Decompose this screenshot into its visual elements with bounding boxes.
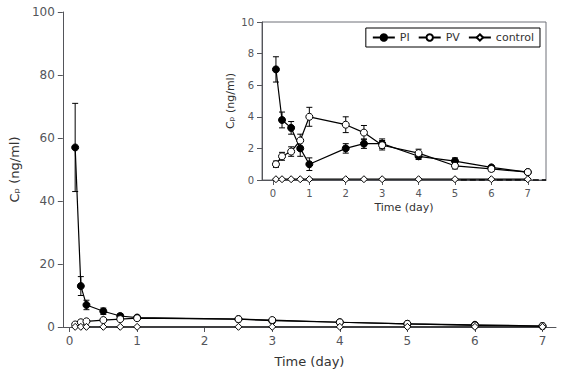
svg-text:0: 0	[270, 188, 276, 199]
svg-text:6: 6	[248, 80, 254, 91]
svg-text:100: 100	[32, 5, 55, 19]
svg-text:8: 8	[248, 48, 254, 59]
svg-text:5: 5	[452, 188, 458, 199]
svg-text:7: 7	[539, 334, 547, 348]
svg-text:control: control	[496, 31, 534, 44]
svg-text:20: 20	[40, 257, 55, 271]
svg-text:7: 7	[525, 188, 531, 199]
svg-text:10: 10	[241, 17, 254, 28]
svg-text:1: 1	[133, 334, 141, 348]
svg-text:5: 5	[404, 334, 412, 348]
svg-text:4: 4	[415, 188, 421, 199]
svg-text:2: 2	[201, 334, 209, 348]
svg-text:Cₚ (ng/ml): Cₚ (ng/ml)	[224, 73, 237, 129]
svg-text:Cₚ (ng/ml): Cₚ (ng/ml)	[7, 136, 22, 202]
svg-text:60: 60	[40, 131, 55, 145]
svg-text:3: 3	[268, 334, 276, 348]
svg-text:Time (day): Time (day)	[373, 201, 433, 214]
svg-text:3: 3	[379, 188, 385, 199]
svg-text:6: 6	[488, 188, 494, 199]
svg-text:6: 6	[471, 334, 479, 348]
svg-text:0: 0	[66, 334, 74, 348]
svg-text:0: 0	[248, 175, 254, 186]
svg-text:80: 80	[40, 68, 55, 82]
svg-text:PV: PV	[446, 31, 461, 44]
svg-text:4: 4	[248, 111, 254, 122]
svg-text:4: 4	[336, 334, 344, 348]
svg-text:40: 40	[40, 194, 55, 208]
svg-text:0: 0	[47, 320, 55, 334]
svg-text:1: 1	[306, 188, 312, 199]
svg-text:Time (day): Time (day)	[273, 354, 344, 369]
svg-text:2: 2	[343, 188, 349, 199]
svg-text:PI: PI	[400, 31, 410, 44]
svg-text:2: 2	[248, 143, 254, 154]
